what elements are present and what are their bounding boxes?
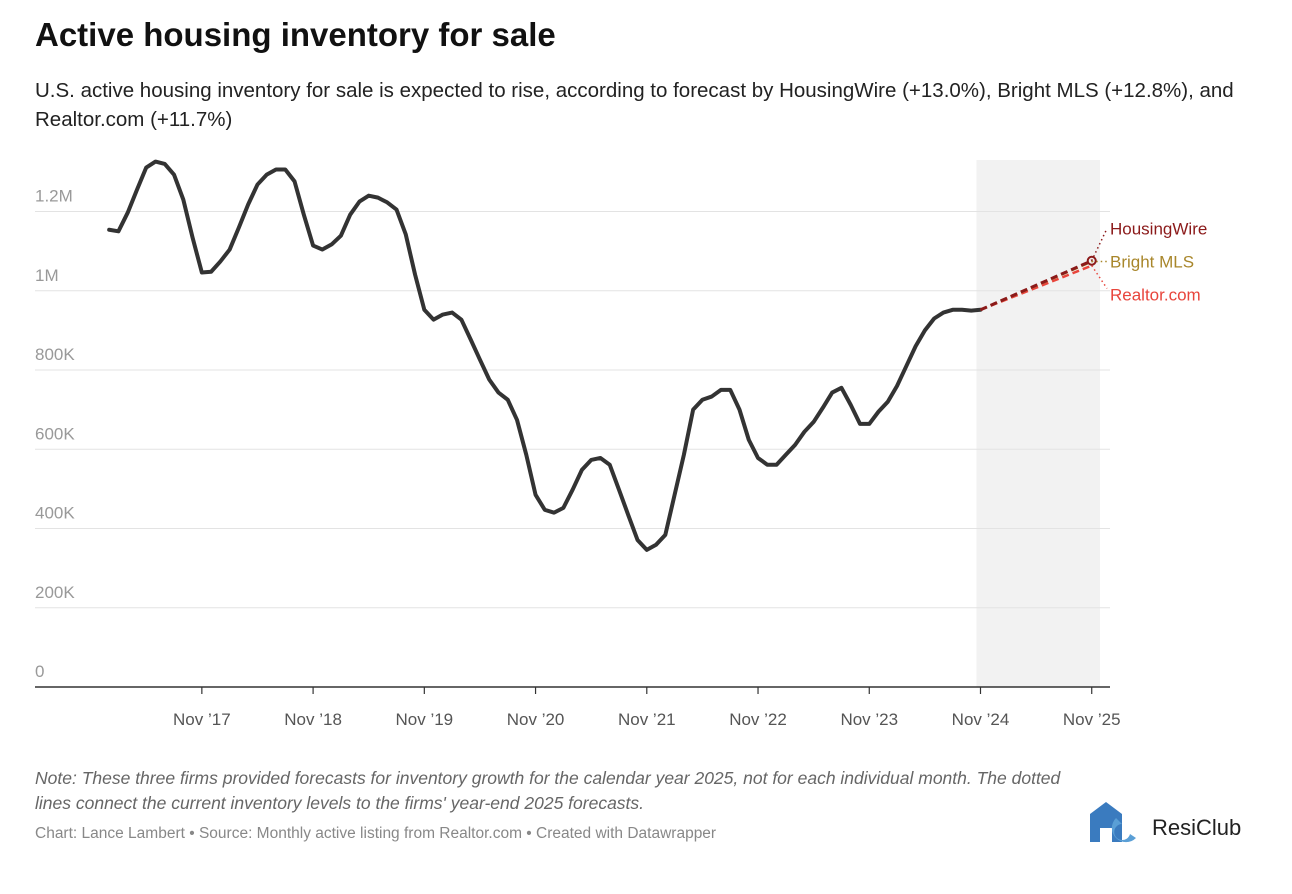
forecast-label: Bright MLS (1110, 252, 1194, 271)
forecast-line (979, 259, 1093, 312)
y-tick-label: 1M (35, 266, 59, 285)
leader-line (1091, 265, 1108, 289)
logo-icon (1090, 802, 1136, 843)
forecast-label: Realtor.com (1110, 285, 1201, 304)
leader-line (1091, 228, 1108, 262)
x-tick-label: Nov ’18 (284, 710, 342, 729)
x-tick-label: Nov ’25 (1063, 710, 1121, 729)
footer: Chart: Lance Lambert • Source: Monthly a… (35, 825, 717, 842)
chart: 0 200K 400K 600K 800K 1M 1.2M Nov ’17 Nov ’18 Nov… (35, 159, 1207, 729)
y-tick-label: 400K (35, 504, 75, 523)
forecast-line (980, 264, 1093, 311)
logo-text: ResiClub (1152, 815, 1242, 840)
x-tick-label: Nov ’20 (507, 710, 565, 729)
line (107, 159, 983, 552)
forecast-label: HousingWire (1110, 219, 1207, 238)
x-tick-label: Nov ’17 (173, 710, 231, 729)
chart-title: Active housing inventory for sale (35, 16, 556, 53)
y-tick-label: 600K (35, 424, 75, 443)
x-tick-label: Nov ’22 (729, 710, 787, 729)
chart-subtitle: U.S. active housing inventory for sale i… (35, 79, 1234, 131)
y-tick-label: 200K (35, 583, 75, 602)
x-tick-label: Nov ’24 (952, 710, 1010, 729)
y-tick-label: 0 (35, 662, 44, 681)
forecast-end (1086, 255, 1097, 266)
x-tick-label: Nov ’23 (840, 710, 898, 729)
y-tick-label: 800K (35, 345, 75, 364)
note: Note: These three firms provided forecas… (35, 768, 1061, 813)
logo-c (1111, 818, 1136, 843)
forecast-region (976, 160, 1100, 687)
x-tick-label: Nov ’21 (618, 710, 676, 729)
x-tick-label: Nov ’19 (396, 710, 454, 729)
y-tick-label: 1.2M (35, 187, 73, 206)
